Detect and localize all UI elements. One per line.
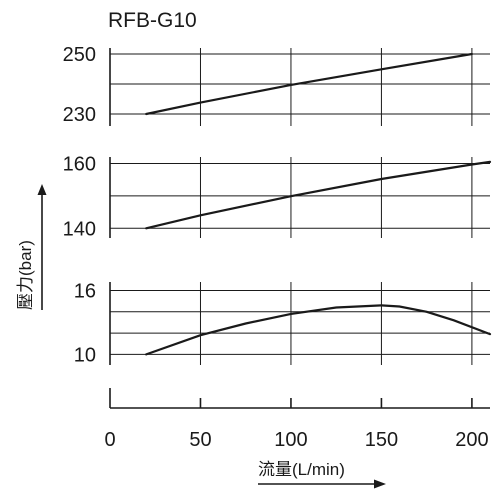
x-tick-label: 100 <box>274 429 307 451</box>
x-tick-label: 50 <box>189 429 211 451</box>
panel-bottom: 10 16 <box>74 281 492 366</box>
y-tick-label: 250 <box>63 44 96 66</box>
y-tick-label: 10 <box>74 344 96 366</box>
panel-top: 230 250 <box>63 44 490 126</box>
panel-middle: 140 160 <box>63 153 492 240</box>
y-tick-label: 140 <box>63 218 96 240</box>
x-axis-label: 流量(L/min) <box>258 460 345 479</box>
x-tick-label: 200 <box>455 429 488 451</box>
y-tick-label: 16 <box>74 281 96 303</box>
series-line <box>145 52 473 116</box>
series-line <box>145 160 492 230</box>
chart-title: RFB-G10 <box>108 9 197 32</box>
series-line <box>145 304 492 356</box>
y-axis-label: 壓力(bar) <box>16 240 35 310</box>
x-tick-label: 150 <box>365 429 398 451</box>
x-tick-label: 0 <box>104 429 115 451</box>
y-tick-label: 230 <box>63 104 96 126</box>
y-axis-arrowhead <box>37 184 47 195</box>
x-axis-arrowhead <box>374 479 386 489</box>
y-tick-label: 160 <box>63 153 96 175</box>
